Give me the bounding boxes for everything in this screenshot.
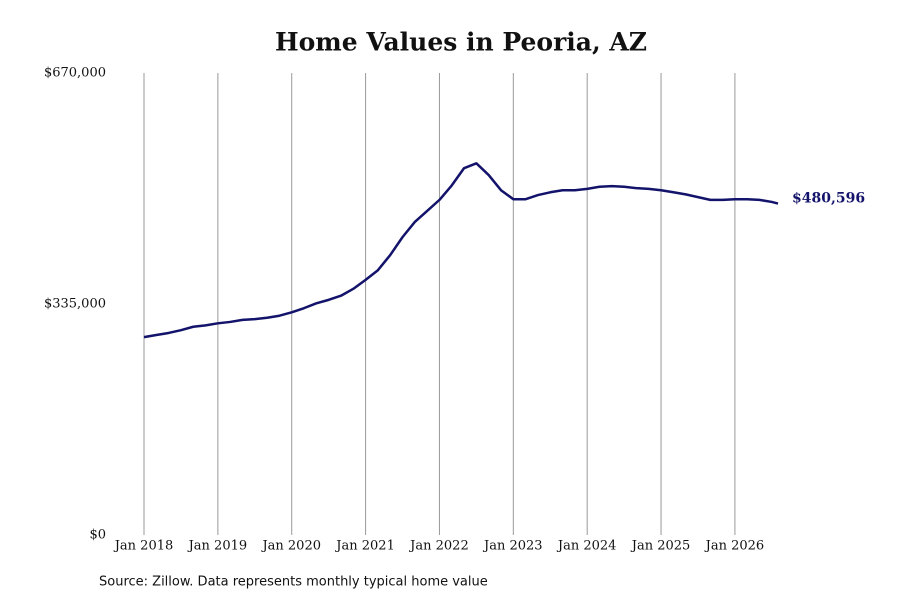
x-tick-label: Jan 2019 — [187, 539, 248, 554]
x-tick-label: Jan 2022 — [408, 539, 469, 554]
x-tick-label: Jan 2018 — [113, 539, 174, 554]
y-tick-label: $0 — [89, 528, 106, 543]
y-tick-label: $670,000 — [44, 66, 106, 81]
series-line — [143, 162, 779, 339]
x-tick-label: Jan 2025 — [630, 539, 691, 554]
x-tick-label: Jan 2026 — [704, 539, 765, 554]
x-tick-label: Jan 2023 — [482, 539, 543, 554]
chart-title: Home Values in Peoria, AZ — [275, 28, 647, 57]
y-tick-label: $335,000 — [44, 297, 106, 312]
x-tick-label: Jan 2024 — [556, 539, 617, 554]
x-tick-label: Jan 2021 — [334, 539, 395, 554]
source-note: Source: Zillow. Data represents monthly … — [99, 575, 488, 590]
x-tick-label: Jan 2020 — [260, 539, 321, 554]
value-label: $480,596 — [792, 191, 865, 207]
